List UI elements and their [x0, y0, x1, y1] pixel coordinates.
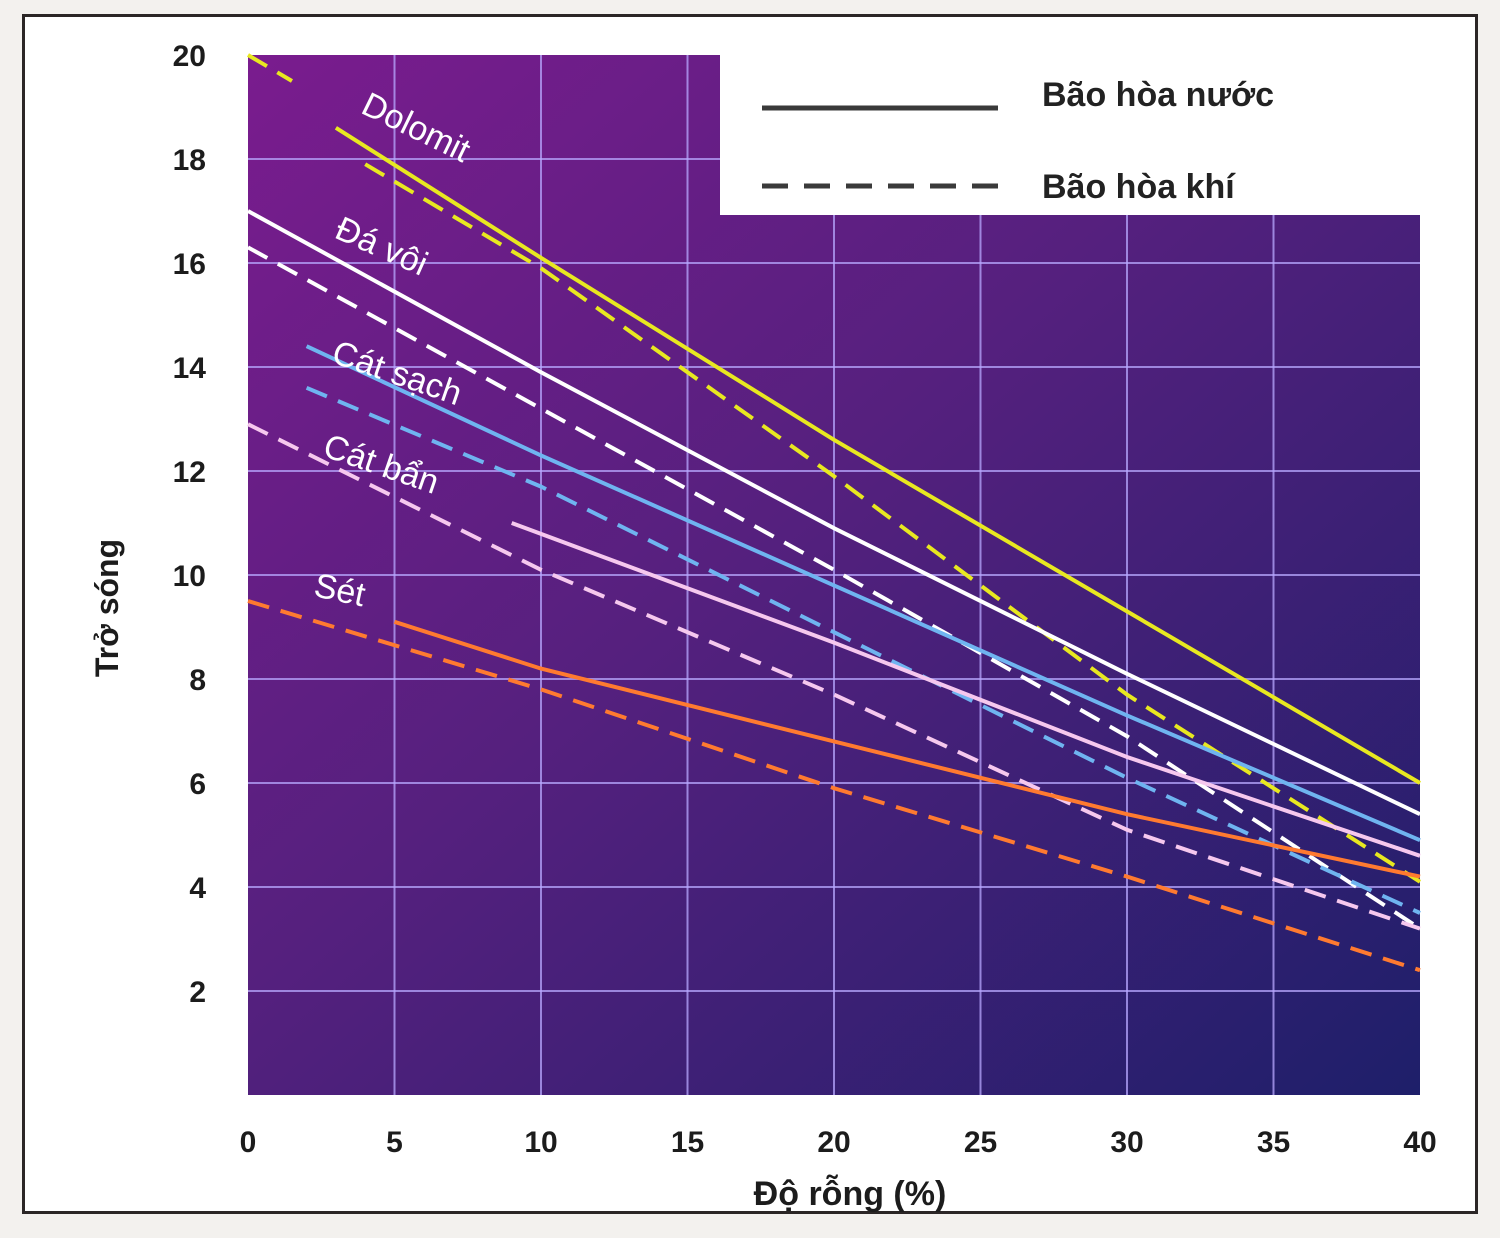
y-tick-label-12: 12 [173, 456, 206, 489]
series-3-water-line [511, 521, 1421, 858]
x-tick-label-25: 25 [964, 1126, 997, 1159]
y-tick-label-14: 14 [173, 352, 207, 385]
y-tick-label-8: 8 [189, 664, 206, 697]
x-tick-label-30: 30 [1110, 1126, 1143, 1159]
axis-ticks: 0 5 10 15 20 25 30 35 40 2 4 6 8 10 12 14 16 18 20 [173, 40, 1437, 1159]
x-tick-label-15: 15 [671, 1126, 704, 1159]
series-1-gas-line [247, 245, 1422, 931]
y-tick-label-10: 10 [173, 560, 206, 593]
series-2-gas-line [305, 385, 1421, 915]
series-2-water-line [305, 344, 1421, 843]
x-axis-title: Độ rỗng (%) [754, 1175, 947, 1213]
y-tick-label-2: 2 [189, 976, 206, 1009]
y-tick-label-4: 4 [189, 872, 206, 905]
x-tick-label-40: 40 [1403, 1126, 1436, 1159]
series-4-gas-line [247, 599, 1421, 973]
series-3-gas-line [247, 422, 1421, 931]
legend: Bão hòa nước Bão hòa khí [762, 76, 1274, 206]
x-tick-label-0: 0 [240, 1126, 257, 1159]
x-tick-label-20: 20 [817, 1126, 850, 1159]
y-axis-title: Trở sóng [89, 539, 125, 677]
series-0-gas-line-2 [364, 162, 1422, 884]
y-tick-label-6: 6 [189, 768, 206, 801]
legend-gas-label: Bão hòa khí [1042, 168, 1236, 206]
series-layer [246, 53, 1422, 973]
x-tick-label-5: 5 [386, 1126, 403, 1159]
series-1-water-line [247, 209, 1421, 817]
grid-lines [248, 55, 1420, 1095]
series-4-water-line [393, 619, 1421, 879]
x-tick-label-10: 10 [524, 1126, 557, 1159]
legend-water-label: Bão hòa nước [1042, 76, 1274, 114]
series-0-gas-line [246, 53, 293, 83]
x-tick-label-35: 35 [1257, 1126, 1290, 1159]
y-tick-label-16: 16 [173, 248, 206, 281]
y-tick-label-18: 18 [173, 144, 206, 177]
series-0-water-line [334, 126, 1422, 785]
y-tick-label-20: 20 [173, 40, 206, 73]
